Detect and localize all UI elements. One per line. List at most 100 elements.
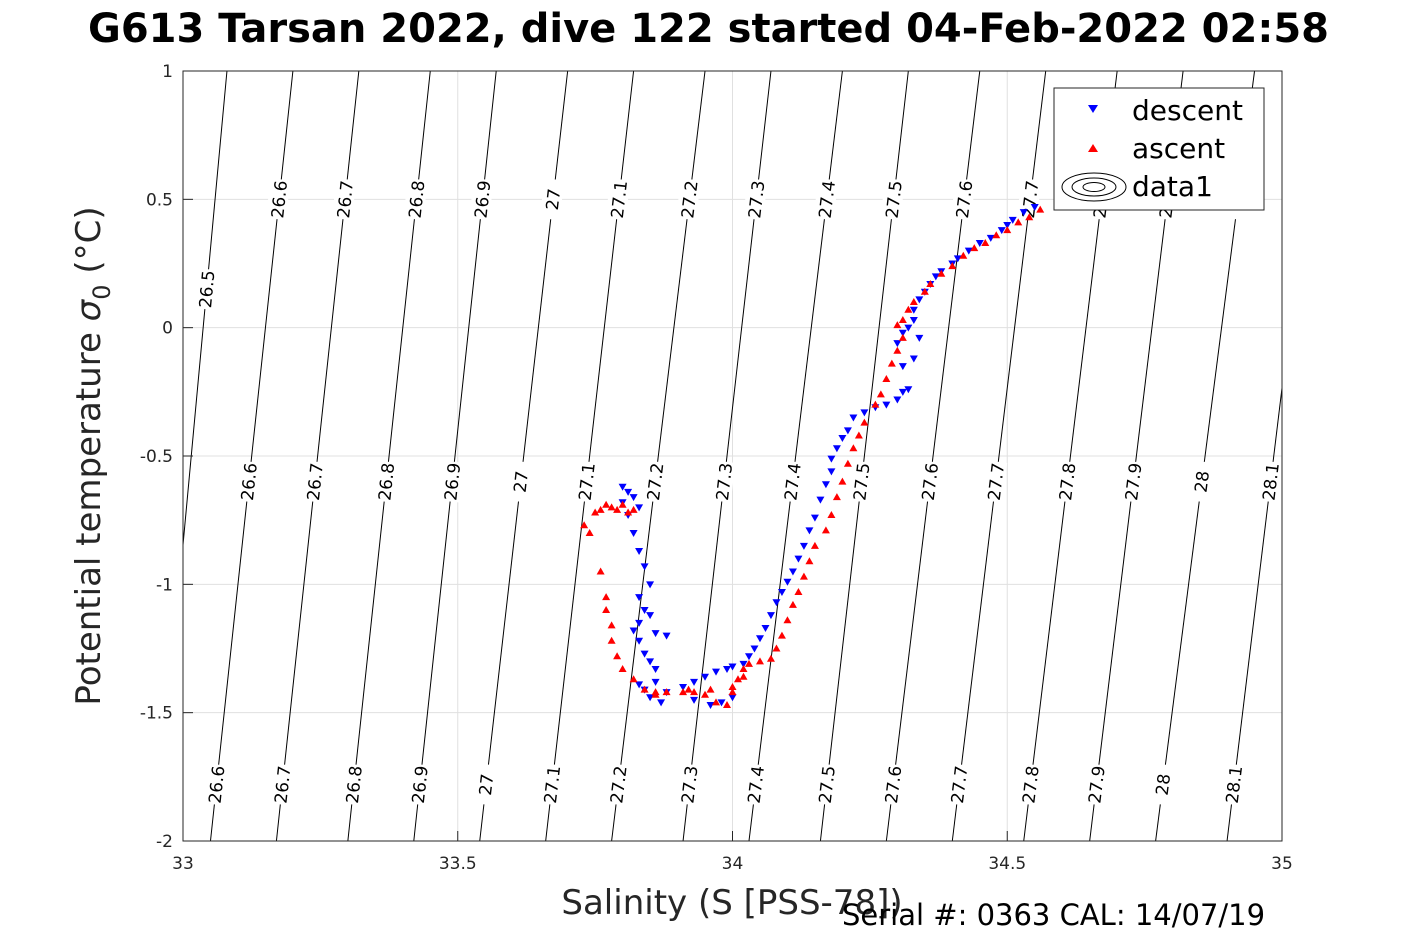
descent-point (953, 255, 962, 263)
descent-point (657, 699, 666, 707)
ascent-point (591, 508, 600, 516)
contour-label-text: 28 (1191, 470, 1214, 494)
descent-point (893, 340, 902, 348)
contour-label: 27 (472, 763, 498, 806)
contour-label-background (641, 460, 667, 503)
ascent-point (849, 444, 858, 452)
contour-label-background (742, 763, 768, 806)
descent-point (701, 673, 710, 681)
contour-label-background (813, 763, 839, 806)
contour-label: 27.1 (573, 460, 600, 503)
contour-label: 27.4 (813, 178, 840, 221)
descent-point (1003, 222, 1012, 229)
descent-point (640, 650, 649, 658)
contour-label: 27.7 (945, 763, 972, 806)
contour-label-background (950, 178, 976, 221)
serial-calibration-footer: Serial #: 0363 CAL: 14/07/19 (842, 898, 1266, 932)
contour-label: 28.1 (1220, 763, 1247, 806)
contour-label-background (1220, 763, 1246, 806)
ascent-point (926, 280, 935, 288)
descent-point (712, 668, 721, 676)
ascent-point (684, 685, 693, 693)
ascent-point (651, 688, 660, 696)
contour-label-background (1083, 763, 1108, 806)
ascent-point (827, 511, 836, 519)
descent-point (728, 663, 737, 671)
ascent-point (992, 231, 1001, 239)
ascent-point (882, 375, 891, 382)
ascent-point (1036, 205, 1045, 213)
contour-label: 27.2 (641, 460, 668, 503)
descent-point (750, 645, 759, 653)
descent-point (646, 612, 655, 620)
ascent-point (723, 700, 732, 708)
contour-label-text: 27.1 (576, 462, 600, 502)
contour-label-text: 27.7 (985, 462, 1009, 502)
contour-label-background (406, 763, 431, 806)
contour-label: 26.5 (193, 268, 219, 310)
contour-label: 27.7 (982, 460, 1009, 503)
ascent-series (580, 205, 1045, 708)
ascent-point (629, 675, 638, 683)
contour-label-background (539, 178, 565, 221)
x-tick-label: 34.5 (988, 854, 1026, 874)
ascent-point (887, 359, 896, 367)
descent-point (816, 496, 825, 504)
contour-label-text: 27.5 (883, 180, 907, 220)
contour-label-text: 26.8 (375, 462, 399, 502)
contour-label-text: 26.6 (268, 180, 292, 220)
y-tick-label: 0.5 (146, 190, 173, 210)
ascent-point (893, 346, 902, 354)
ascent-point (755, 657, 764, 665)
descent-point (635, 547, 644, 555)
x-tick-label: 33.5 (439, 854, 477, 874)
contour-label: 27.4 (742, 763, 769, 806)
descent-point (629, 530, 638, 537)
contour-label: 26.8 (373, 460, 399, 503)
contour-label-background (676, 178, 701, 221)
ascent-point (948, 262, 957, 270)
ascent-point (602, 593, 611, 601)
contour-label-background (880, 178, 905, 221)
descent-point (931, 273, 940, 281)
contour-label-background (779, 460, 804, 503)
contour-label: 26.7 (301, 460, 328, 503)
ascent-point (821, 526, 830, 534)
ascent-point (959, 251, 968, 259)
contour-label-text: 27.8 (1056, 462, 1080, 502)
descent-point (909, 316, 918, 324)
descent-point (629, 494, 638, 502)
contour-label-background (1119, 460, 1145, 503)
ascent-point (1014, 218, 1023, 226)
descent-point (1030, 204, 1039, 212)
descent-point (788, 568, 797, 576)
ascent-point (937, 269, 946, 277)
ascent-point (744, 659, 753, 667)
descent-point (651, 666, 660, 674)
contour-label-text: 27.6 (882, 765, 906, 805)
contour-label: 27.9 (1119, 460, 1146, 503)
ascent-point (898, 315, 907, 323)
contour-label: 27.2 (605, 763, 632, 806)
descent-point (646, 581, 655, 589)
descent-point (651, 630, 660, 638)
y-axis-label-sigma: σ (69, 298, 109, 321)
contour-label-background (269, 763, 294, 806)
contour-label-background (1017, 763, 1042, 806)
descent-point (761, 624, 770, 632)
descent-point (838, 435, 847, 443)
contour-label-text: 27.4 (781, 462, 805, 502)
contour-label-background (439, 460, 464, 503)
contour-label-background (573, 460, 598, 503)
contour-label: 27.3 (743, 178, 769, 221)
y-axis-label: Potential temperature σ0 (°C) (69, 206, 116, 705)
contour-label-background (472, 763, 498, 806)
ascent-point (624, 508, 633, 516)
descent-point (1019, 209, 1028, 217)
ascent-point (794, 588, 803, 596)
descent-point (843, 427, 852, 435)
contour-label-background (743, 178, 768, 221)
contour-label-background (982, 460, 1008, 503)
legend-ascent-marker (1088, 144, 1098, 152)
descent-point (690, 678, 699, 686)
